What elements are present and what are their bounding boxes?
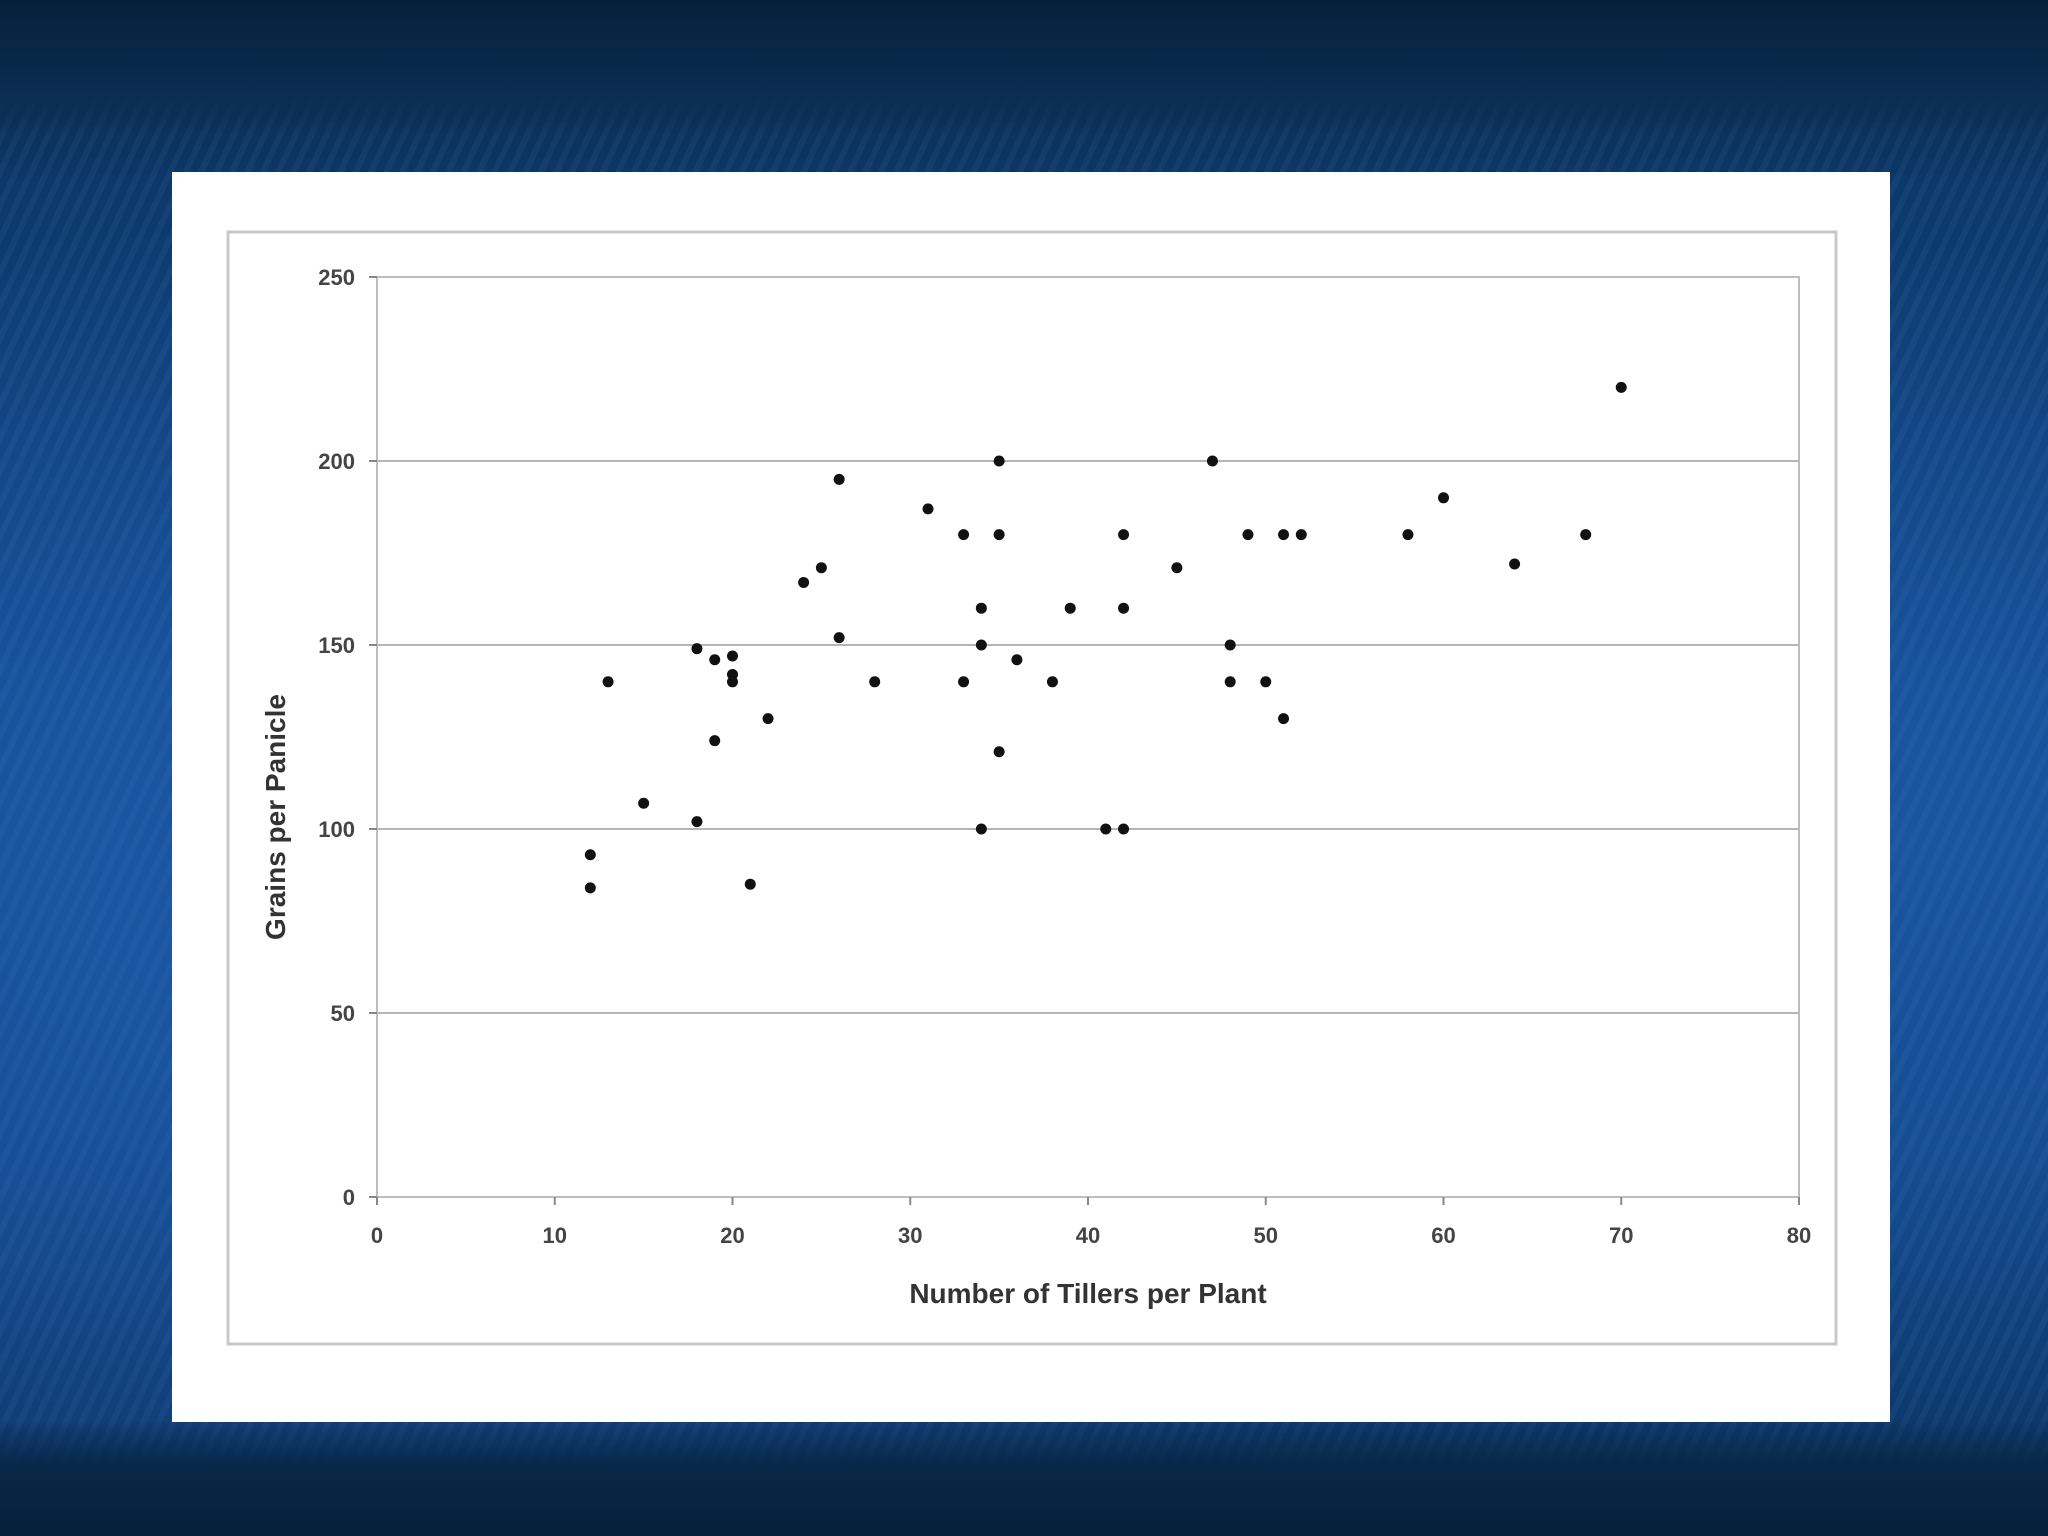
data-point [1011,654,1023,666]
x-axis-ticks: 0 10 20 30 40 50 60 70 80 [371,1197,1811,1248]
data-point [1206,455,1218,467]
data-point [1438,492,1449,504]
data-point [815,562,827,574]
data-point [602,676,614,688]
x-tick-label: 50 [1254,1223,1278,1248]
data-point [1118,529,1130,541]
x-tick-label: 30 [898,1223,922,1248]
data-point [1224,639,1236,651]
data-point [1064,602,1076,614]
y-tick-label: 100 [318,817,355,842]
data-point [584,882,596,894]
y-axis-title: Grains per Panicle [260,694,291,940]
data-point [958,529,970,541]
data-point [1402,529,1414,541]
x-tick-label: 70 [1609,1223,1633,1248]
data-point [922,503,934,515]
data-point [762,713,774,725]
data-point [993,746,1005,758]
y-tick-label: 250 [318,265,355,290]
data-point [833,473,845,485]
data-point [1615,381,1627,393]
x-axis-title: Number of Tillers per Plant [909,1278,1266,1309]
data-point [993,455,1005,467]
data-point [1509,558,1521,570]
data-point [744,878,756,890]
data-point [975,602,987,614]
scatter-chart: 0 10 20 30 40 50 60 70 80 0 50 100 150 200 250 Number… [226,230,1838,1346]
x-tick-label: 10 [543,1223,567,1248]
data-point [638,797,650,809]
x-tick-label: 80 [1787,1223,1811,1248]
y-tick-label: 50 [331,1001,355,1026]
x-tick-label: 20 [720,1223,744,1248]
data-point [975,823,987,835]
y-tick-label: 150 [318,633,355,658]
data-point [1100,823,1112,835]
x-tick-label: 40 [1076,1223,1100,1248]
data-point [709,654,721,666]
data-point [975,639,987,651]
data-point [1046,676,1058,688]
data-point [1242,529,1254,541]
data-point [1118,823,1130,835]
x-tick-label: 60 [1431,1223,1455,1248]
slide-top-band [0,0,2048,135]
data-point [833,632,845,644]
data-point [869,676,881,688]
data-point [1278,529,1290,541]
data-point [1118,602,1130,614]
slide-bottom-band [0,1420,2048,1536]
data-point [1580,529,1592,541]
data-point [709,735,721,747]
data-point [1278,713,1290,725]
data-point [727,650,738,662]
data-point [691,643,703,655]
data-point [798,576,810,588]
y-axis-ticks: 0 50 100 150 200 250 [318,265,377,1210]
gridlines [377,460,1799,1014]
y-tick-label: 200 [318,449,355,474]
data-point [993,529,1005,541]
chart-card: 0 10 20 30 40 50 60 70 80 0 50 100 150 200 250 Number… [172,172,1890,1422]
data-point [691,816,703,828]
data-point [958,676,970,688]
y-tick-label: 0 [343,1185,355,1210]
data-point [1224,676,1236,688]
data-points [584,381,1627,894]
data-point [1295,529,1307,541]
data-point [1171,562,1183,574]
x-tick-label: 0 [371,1223,383,1248]
chart-outer-frame [226,230,1838,1346]
data-point [584,849,596,861]
data-point [1260,676,1272,688]
data-point [727,676,738,688]
